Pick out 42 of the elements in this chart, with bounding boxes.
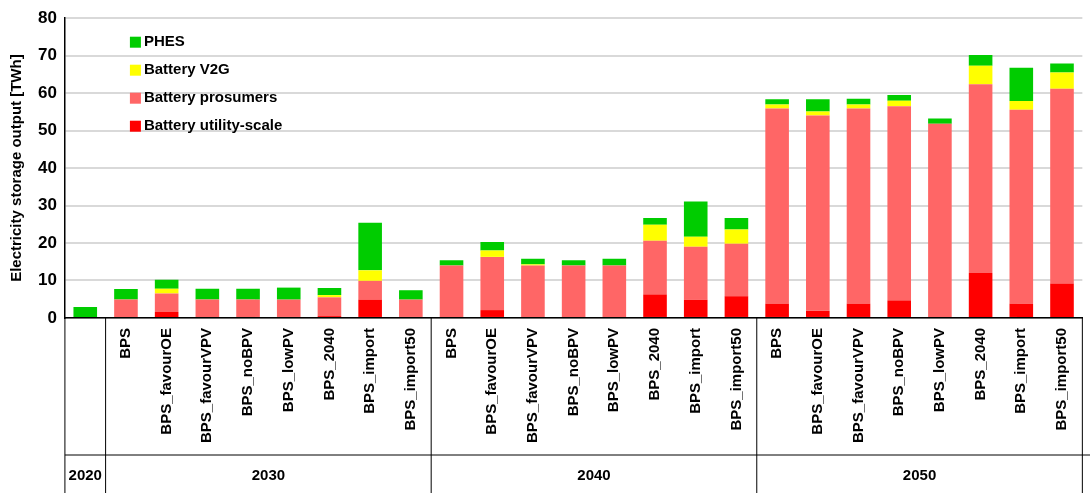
x-tick-label: BPS_favourOE [807,327,825,435]
text: 2040 [577,466,611,484]
x-tick-label: BPS_import [685,327,703,414]
text: 2020 [68,466,102,484]
x-tick-label: BPS_2040 [970,327,988,401]
text: 2050 [902,466,937,484]
y-tick-label: 40 [37,157,57,177]
x-tick-label: BPS_favourOE [156,327,174,435]
x-tick-label: BPS_2040 [645,327,663,401]
y-tick-label: 0 [47,307,57,327]
x-tick-label: BPS_2040 [319,327,337,401]
x-tick-label: BPS_lowPV [604,327,622,413]
text: 2030 [251,466,286,484]
x-tick-label: BPS_noBPV [889,327,907,417]
y-tick-label: 60 [37,82,57,102]
x-tick-label: BPS_import50 [400,327,418,431]
legend-label: Battery V2G [143,60,230,78]
x-tick-label: BPS_import50 [726,327,744,431]
x-tick-label: BPS [767,327,785,359]
y-tick-label: 50 [37,120,57,140]
x-tick-label: BPS [116,327,134,359]
x-tick-label: BPS_import50 [1052,327,1070,431]
legend-label: Battery utility-scale [143,116,283,134]
x-tick-label: BPS [441,327,459,359]
y-tick-label: 80 [37,7,57,27]
x-tick-label: BPS_favourVPV [848,327,866,444]
y-tick-label: 30 [37,195,57,215]
y-tick-label: 10 [37,270,57,290]
y-tick-label: 70 [37,45,57,65]
x-tick-label: BPS_favourVPV [197,327,215,444]
legend-label: Battery prosumers [143,88,278,106]
x-tick-label: BPS_import [1011,327,1029,414]
x-tick-label: BPS_noBPV [238,327,256,417]
x-tick-label: BPS_lowPV [930,327,948,413]
legend-label: PHES [143,32,185,50]
x-tick-label: BPS_import [360,327,378,414]
x-tick-label: BPS_noBPV [563,327,581,417]
x-tick-label: BPS_favourVPV [523,327,541,444]
y-tick-label: 20 [37,232,57,252]
x-tick-label: BPS_favourOE [482,327,500,435]
x-tick-label: BPS_lowPV [278,327,296,413]
y-axis-title: Electricity storage output [TWh] [7,54,25,282]
